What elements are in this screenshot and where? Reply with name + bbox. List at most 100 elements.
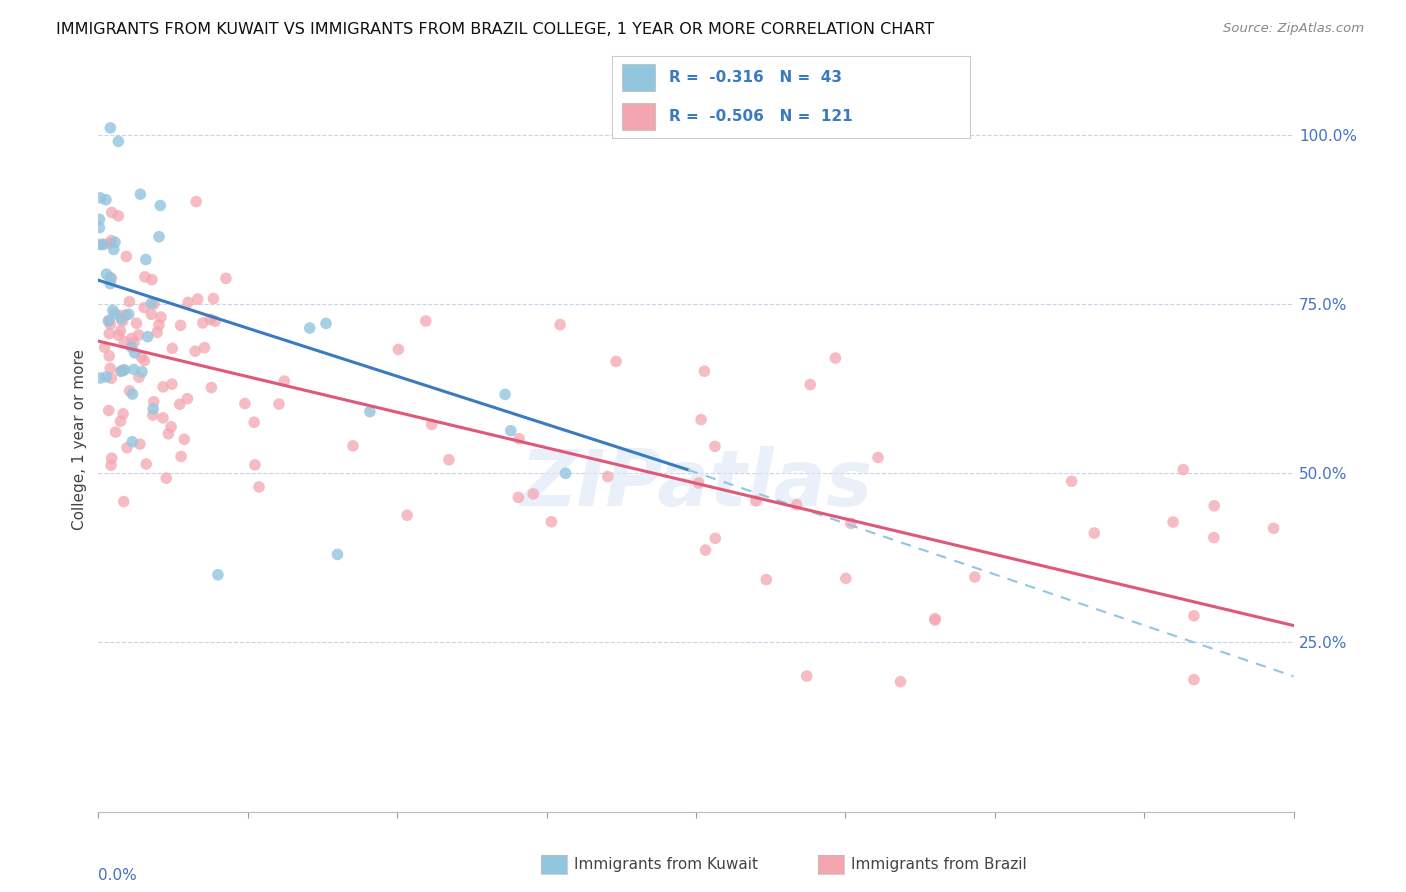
Point bbox=[889, 674, 911, 689]
Point bbox=[233, 396, 256, 410]
Point bbox=[193, 341, 215, 355]
Point bbox=[508, 491, 530, 505]
Point bbox=[112, 334, 135, 349]
Point bbox=[110, 364, 132, 378]
Point bbox=[103, 243, 125, 257]
Point bbox=[94, 193, 117, 207]
Point bbox=[120, 340, 142, 354]
Point bbox=[124, 346, 146, 360]
Point bbox=[134, 353, 156, 368]
Point bbox=[96, 267, 118, 281]
Point bbox=[143, 297, 166, 311]
Point bbox=[93, 237, 115, 252]
Point bbox=[173, 432, 195, 446]
Point bbox=[100, 451, 122, 466]
Point bbox=[176, 392, 198, 406]
Point bbox=[89, 212, 111, 227]
Point bbox=[142, 408, 165, 422]
Point bbox=[89, 237, 111, 252]
Text: ZIPatlas: ZIPatlas bbox=[520, 446, 872, 522]
Point bbox=[118, 294, 141, 309]
Text: 0.0%: 0.0% bbox=[98, 868, 138, 882]
Point bbox=[111, 314, 134, 328]
Point bbox=[141, 272, 163, 286]
Point bbox=[121, 332, 143, 346]
Point bbox=[835, 571, 858, 585]
Point bbox=[98, 349, 121, 363]
Point bbox=[89, 371, 111, 385]
Text: Source: ZipAtlas.com: Source: ZipAtlas.com bbox=[1223, 22, 1364, 36]
Point bbox=[387, 343, 409, 357]
Point bbox=[499, 424, 522, 438]
Text: Immigrants from Kuwait: Immigrants from Kuwait bbox=[574, 857, 758, 871]
Point bbox=[494, 387, 516, 401]
Point bbox=[115, 441, 138, 455]
Point bbox=[1060, 475, 1083, 489]
Point bbox=[104, 235, 127, 250]
Point bbox=[101, 205, 124, 219]
Point bbox=[298, 321, 321, 335]
Point bbox=[98, 277, 121, 291]
Point bbox=[247, 480, 270, 494]
Point bbox=[100, 234, 122, 248]
Point bbox=[315, 317, 337, 331]
FancyBboxPatch shape bbox=[623, 64, 655, 92]
Point bbox=[141, 296, 163, 310]
Point bbox=[152, 410, 174, 425]
Y-axis label: College, 1 year or more: College, 1 year or more bbox=[72, 349, 87, 530]
Point bbox=[134, 301, 156, 315]
Point bbox=[745, 494, 768, 508]
Point bbox=[148, 229, 170, 244]
Point bbox=[160, 377, 183, 392]
Point bbox=[118, 307, 141, 321]
Point bbox=[177, 295, 200, 310]
Point bbox=[125, 316, 148, 330]
Point bbox=[100, 458, 122, 473]
Point bbox=[129, 187, 152, 202]
Point bbox=[326, 548, 349, 562]
Point bbox=[101, 303, 124, 318]
Point bbox=[134, 269, 156, 284]
Point bbox=[157, 426, 180, 441]
Point bbox=[169, 397, 191, 411]
Point bbox=[207, 567, 229, 582]
Point bbox=[112, 363, 135, 377]
Point bbox=[204, 314, 226, 328]
Point bbox=[118, 384, 141, 398]
Point bbox=[1161, 515, 1184, 529]
Point bbox=[97, 403, 120, 417]
Point bbox=[396, 508, 419, 523]
Point bbox=[122, 335, 145, 350]
Point bbox=[924, 613, 946, 627]
Point bbox=[89, 220, 111, 235]
Point bbox=[170, 450, 193, 464]
Point bbox=[98, 120, 122, 135]
Point bbox=[121, 387, 143, 401]
Point bbox=[187, 292, 209, 306]
Point bbox=[148, 318, 170, 332]
Point bbox=[437, 452, 460, 467]
Point bbox=[596, 469, 619, 483]
Point bbox=[688, 475, 710, 490]
Point bbox=[110, 364, 132, 378]
Point bbox=[110, 324, 132, 338]
Point bbox=[1173, 462, 1195, 476]
Point bbox=[112, 494, 135, 508]
Point bbox=[522, 487, 544, 501]
Point bbox=[98, 270, 121, 285]
Point bbox=[155, 471, 177, 485]
Point bbox=[1202, 531, 1225, 545]
Point bbox=[107, 328, 129, 343]
Point bbox=[107, 135, 129, 149]
Point bbox=[152, 380, 174, 394]
Point bbox=[98, 361, 121, 376]
Point bbox=[142, 401, 165, 416]
Point bbox=[420, 417, 443, 432]
Point bbox=[704, 532, 727, 546]
Point bbox=[146, 326, 169, 340]
Point bbox=[93, 340, 115, 354]
Point bbox=[162, 342, 184, 356]
Point bbox=[1204, 499, 1226, 513]
Point bbox=[107, 209, 129, 223]
Point bbox=[200, 312, 222, 326]
